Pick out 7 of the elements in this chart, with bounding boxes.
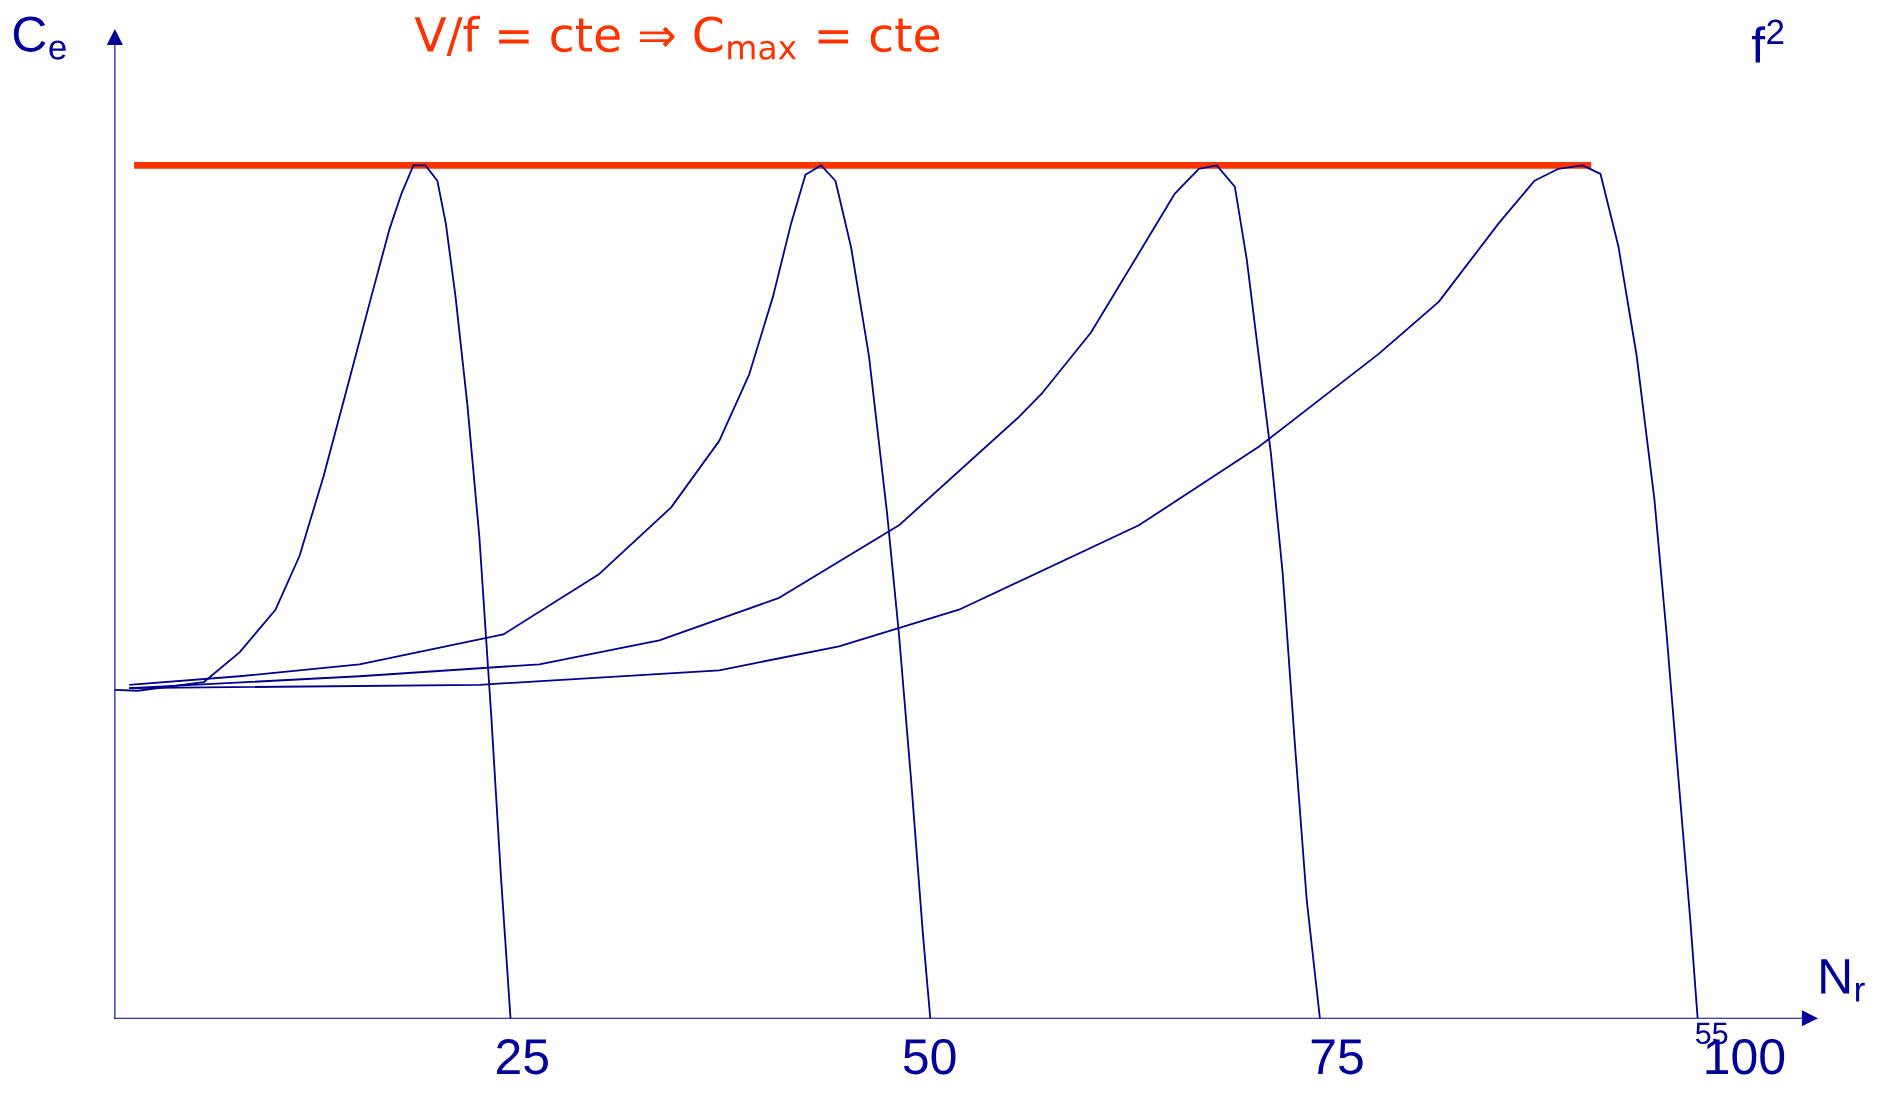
x-tick-label: 25 — [496, 1039, 548, 1075]
x-tick-label: 50 — [903, 1039, 956, 1075]
chart-title: V/f = cte ⇒ C$_{max}$ = cte — [414, 15, 940, 60]
text: f$^{2}$ — [1751, 19, 1784, 63]
x-tick-label: 75 — [1311, 1039, 1363, 1075]
y-axis-title: C$_{e}$ — [13, 16, 66, 60]
x-axis-title: N$_{r}$ — [1821, 959, 1865, 1002]
